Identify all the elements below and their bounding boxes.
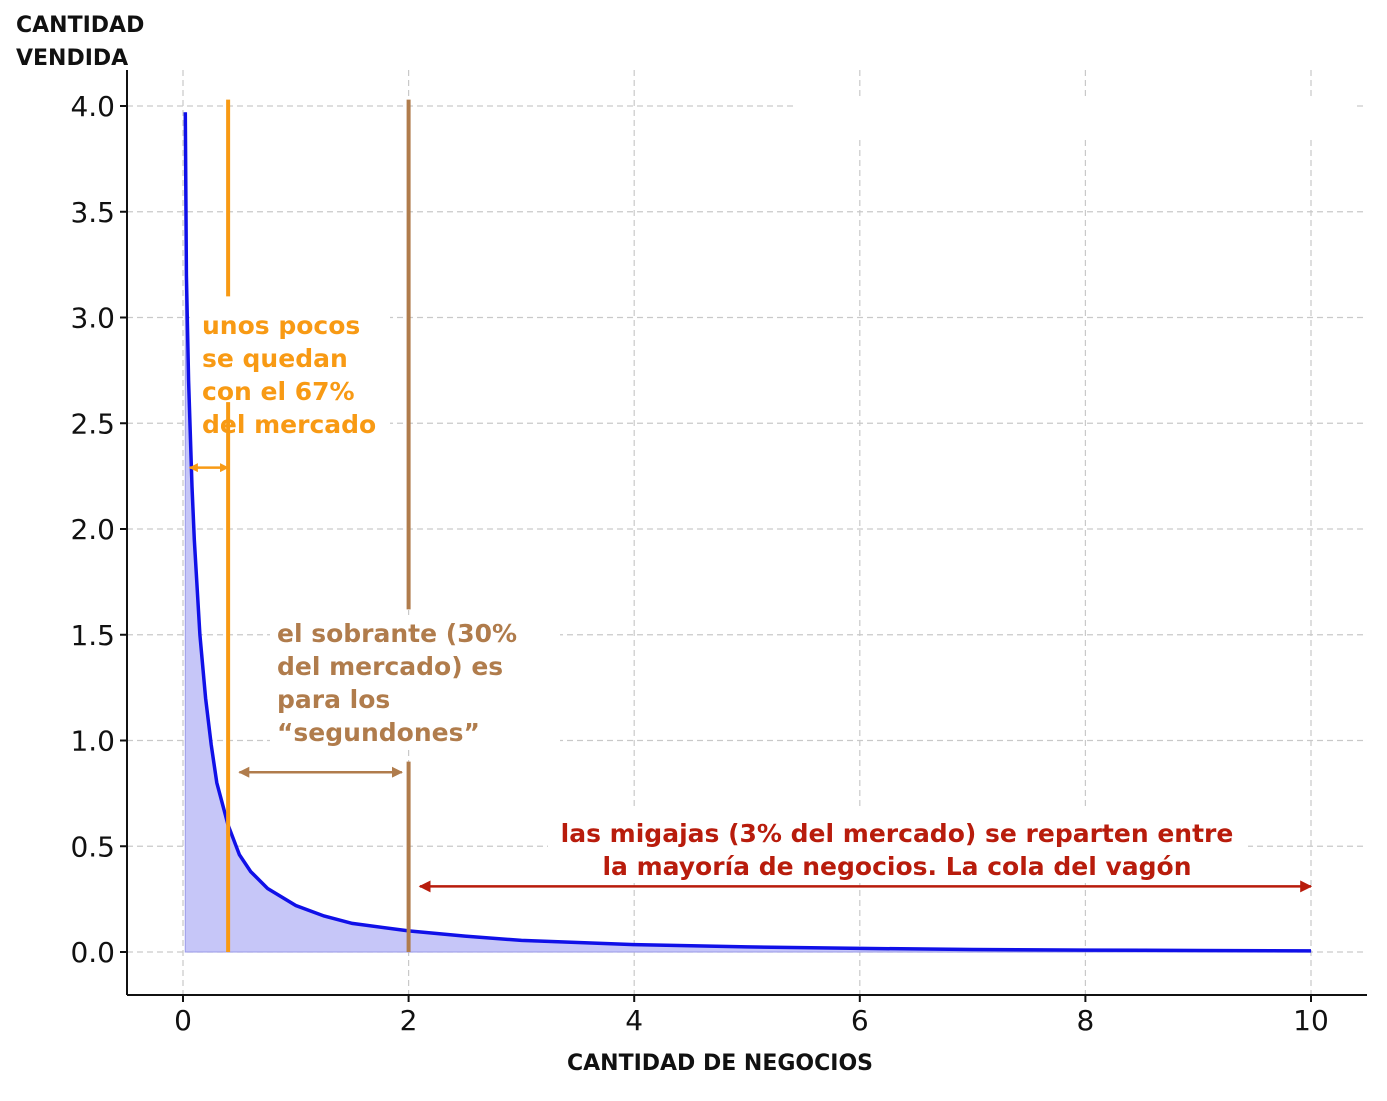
annotation-1-line-3: con el 67%	[202, 377, 355, 406]
x-tick-label: 6	[851, 1004, 869, 1037]
x-tick-label: 10	[1293, 1004, 1329, 1037]
annotation-3-line-2: la mayoría de negocios. La cola del vagó…	[602, 852, 1191, 881]
y-tick-label: 3.0	[70, 302, 115, 335]
plot-area	[183, 112, 1312, 953]
y-tick-label: 2.0	[70, 513, 115, 546]
ticks: 0 2 4 6 8 10 0.0 0.5 1.0 1.5 2.0 2.5 3.0 3.5 4.0	[70, 90, 1328, 1037]
annotation-2-line-4: “segundones”	[277, 718, 480, 747]
annotations: unos pocos se quedan con el 67% del mercado…	[188, 99, 1313, 952]
y-tick-label: 1.0	[70, 725, 115, 758]
y-tick-label: 1.5	[70, 619, 115, 652]
x-tick-label: 4	[625, 1004, 643, 1037]
annotation-2-line-1: el sobrante (30%	[277, 619, 517, 648]
x-tick-label: 0	[174, 1004, 192, 1037]
annotation-2-line-3: para los	[277, 685, 390, 714]
y-tick-label: 3.5	[70, 196, 115, 229]
axes	[126, 70, 1367, 996]
y-tick-label: 0.5	[70, 830, 115, 863]
annotation-2-line-2: del mercado) es	[277, 652, 503, 681]
annotation-1-line-1: unos pocos	[202, 311, 360, 340]
annotation-1-line-4: del mercado	[202, 410, 376, 439]
label-background	[795, 100, 1355, 138]
y-tick-label: 0.0	[70, 936, 115, 969]
x-tick-label: 8	[1076, 1004, 1094, 1037]
label-background	[190, 305, 390, 440]
label-background	[270, 615, 560, 750]
y-axis-title-line-1: CANTIDAD	[16, 13, 144, 38]
x-tick-label: 2	[400, 1004, 418, 1037]
annotation-1-line-2: se quedan	[202, 344, 348, 373]
y-axis-title-line-2: VENDIDA	[16, 46, 128, 71]
annotation-3-line-1: las migajas (3% del mercado) se reparten…	[561, 819, 1234, 848]
label-background	[548, 808, 1248, 883]
x-axis-title: CANTIDAD DE NEGOCIOS	[567, 1051, 873, 1076]
y-tick-label: 4.0	[70, 90, 115, 123]
series-line	[183, 112, 1312, 953]
y-tick-label: 2.5	[70, 407, 115, 440]
grid	[127, 70, 1367, 995]
